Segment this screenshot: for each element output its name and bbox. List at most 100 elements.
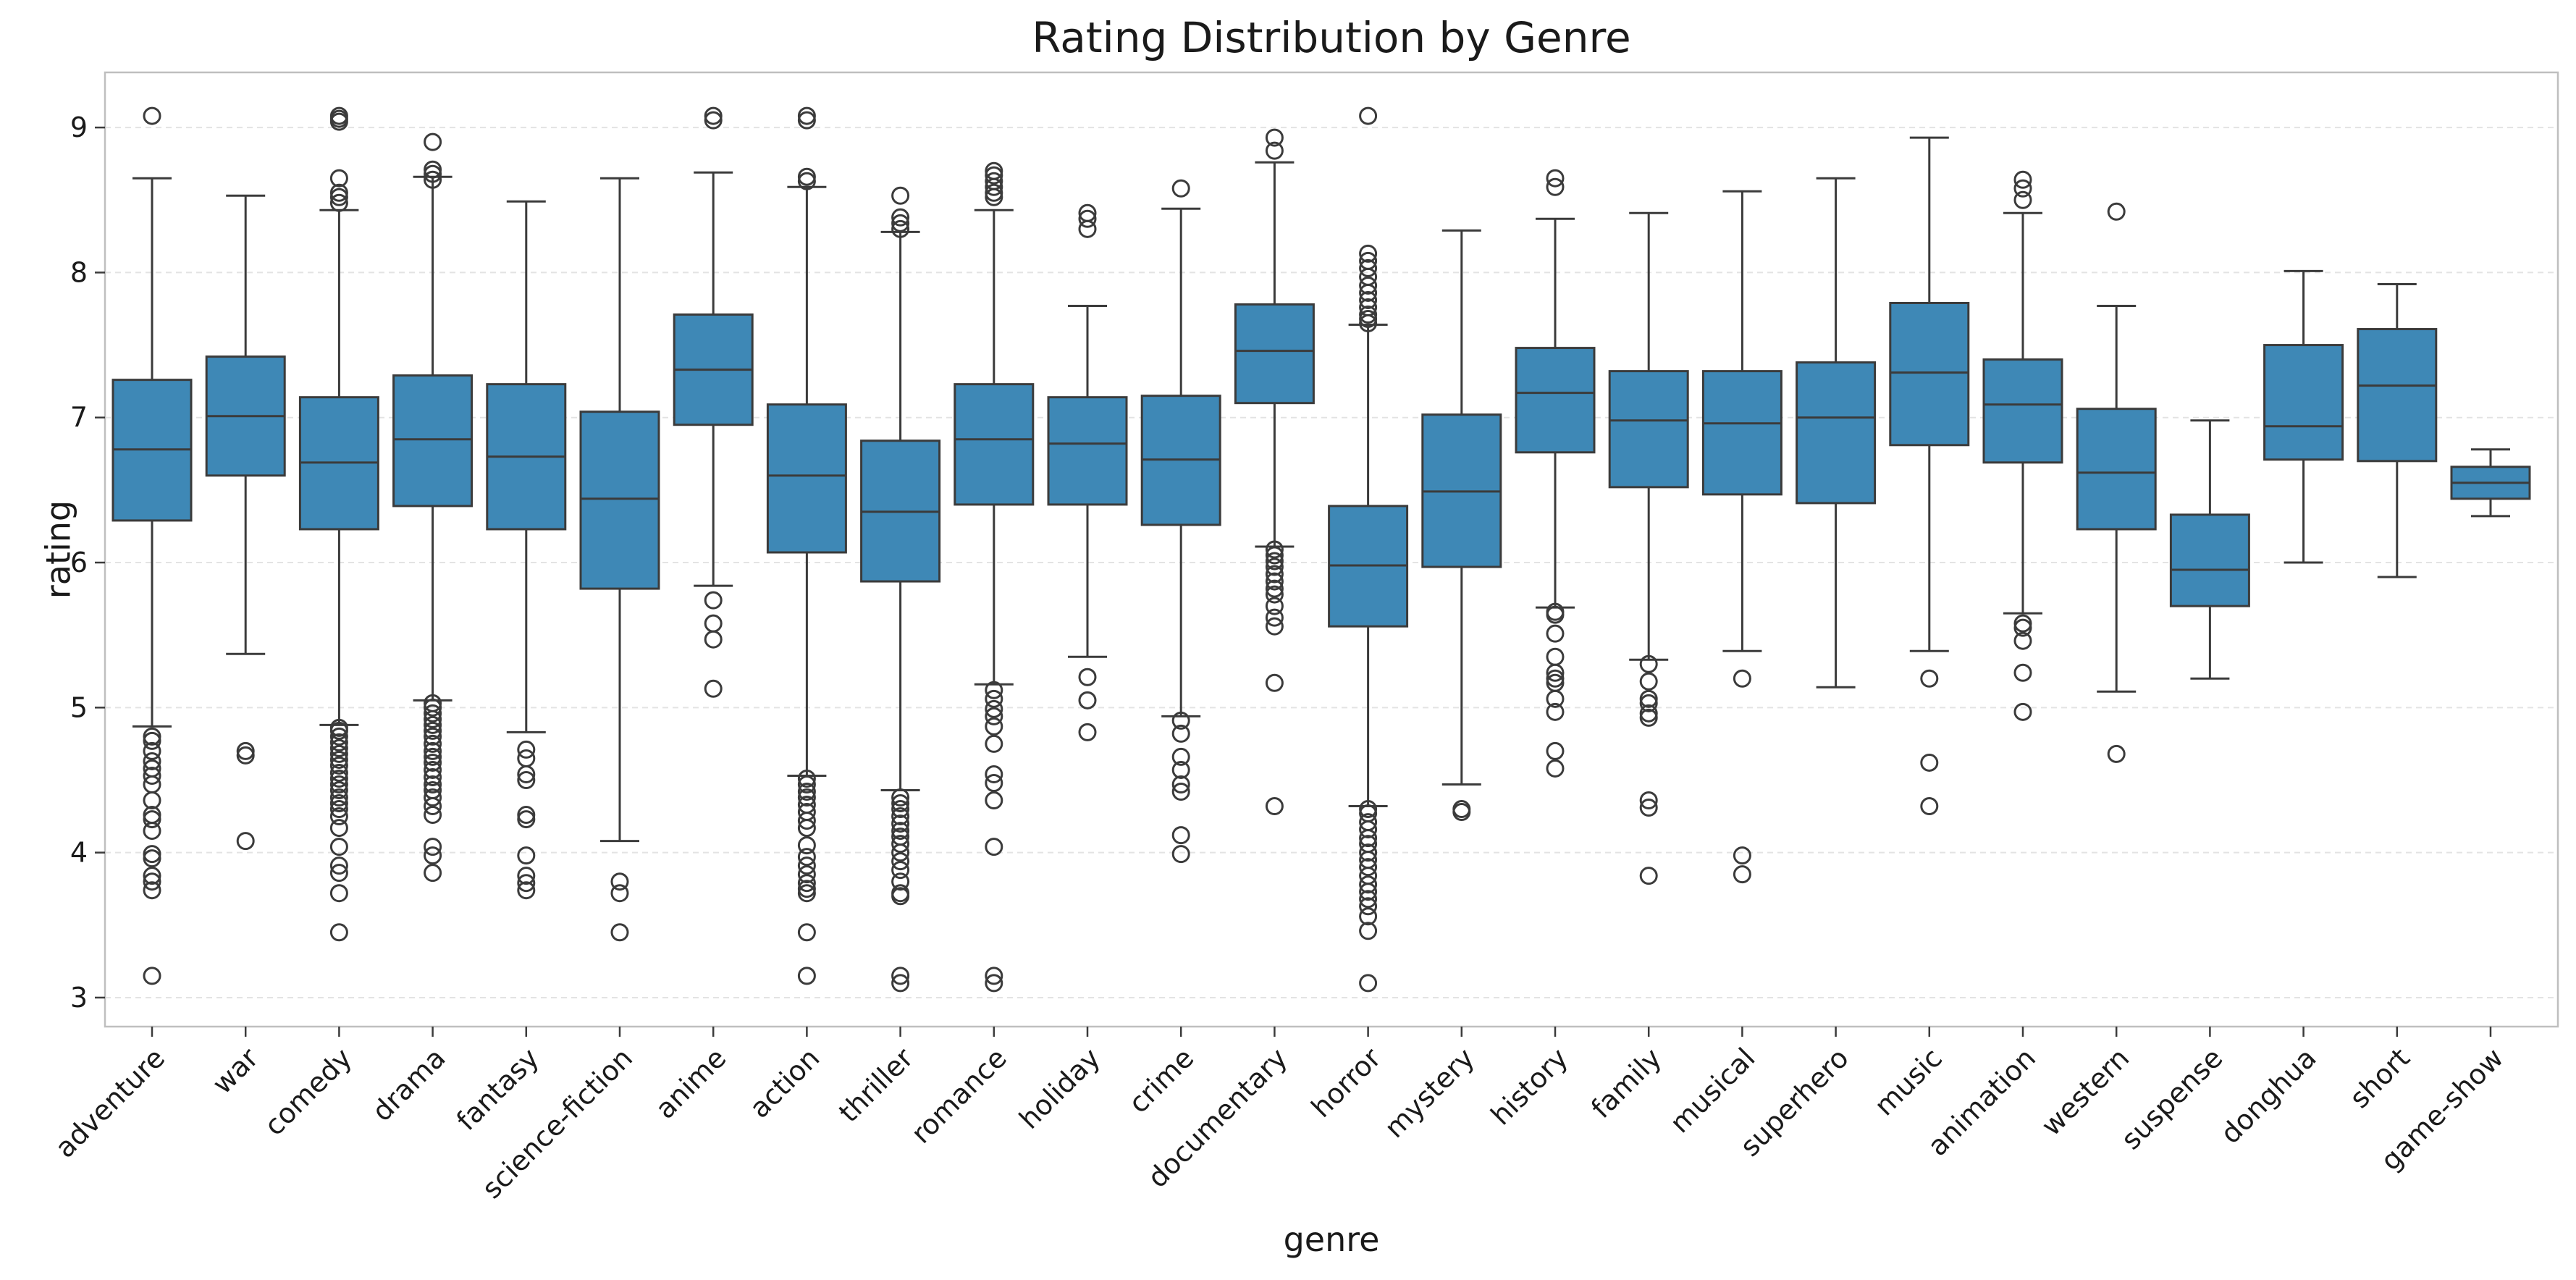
outlier-point [1546,669,1565,688]
box-holiday [1047,203,1128,741]
outlier-point [797,167,816,186]
outlier-point [1359,276,1378,295]
outlier-point [797,783,816,801]
outlier-point [1359,843,1378,862]
outlier-point [1920,797,1939,816]
outlier-point [1359,858,1378,877]
outlier-point [704,679,723,698]
iqr-box [1796,361,1877,505]
outlier-point [985,765,1003,783]
outlier-point [1265,546,1284,565]
iqr-box [1047,396,1128,506]
outlier-point [424,160,442,179]
outlier-point [1359,290,1378,309]
iqr-box [1608,370,1689,489]
outlier-point [329,856,348,875]
outlier-point [2107,202,2126,221]
box-drama [392,132,473,883]
outlier-point [797,880,816,898]
outlier-point [985,188,1003,206]
iqr-box [1982,358,2063,464]
box-action [766,106,847,985]
outlier-point [2013,190,2032,209]
plot-area-frame [104,71,2559,1028]
outlier-point [424,775,442,793]
outlier-point [329,169,348,188]
outlier-point [1078,219,1097,238]
outlier-point [985,166,1003,185]
outlier-point [985,773,1003,792]
box-donghua [2263,269,2344,564]
y-tick-label: 7 [70,402,88,434]
outlier-point [424,727,442,746]
outlier-point [1546,741,1565,760]
iqr-box [954,383,1035,506]
outlier-point [1359,820,1378,839]
outlier-point [1171,747,1190,766]
box-superhero [1796,177,1877,689]
outlier-point [424,760,442,779]
outlier-point [797,923,816,942]
outlier-point [891,794,910,813]
outlier-point [329,884,348,903]
outlier-point [1546,702,1565,721]
outlier-point [704,591,723,610]
outlier-point [891,872,910,891]
outlier-point [329,923,348,942]
outlier-point [2013,618,2032,637]
iqr-box [579,410,660,590]
outlier-point [1265,797,1284,816]
outlier-point [1078,723,1097,741]
outlier-point [424,710,442,728]
outlier-point [1546,169,1565,188]
outlier-point [797,865,816,884]
outlier-point [517,874,536,893]
outlier-point [2013,614,2032,633]
outlier-point [2013,631,2032,650]
outlier-point [329,756,348,775]
iqr-box [766,403,847,554]
outlier-point [1265,579,1284,598]
outlier-point [424,864,442,883]
outlier-point [1078,209,1097,228]
box-music [1889,136,1970,816]
outlier-point [891,214,910,232]
outlier-point [797,848,816,867]
outlier-point [1359,258,1378,277]
outlier-point [329,188,348,206]
outlier-point [1920,669,1939,688]
box-fantasy [486,200,567,900]
outlier-point [424,715,442,734]
outlier-point [797,775,816,793]
box-adventure [111,106,193,985]
outlier-point [1639,799,1658,817]
outlier-point [797,172,816,190]
x-axis-label: genre [1284,1220,1380,1259]
outlier-point [329,807,348,826]
outlier-point [1265,673,1284,692]
boxes-layer [111,106,2531,993]
outlier-point [1265,572,1284,591]
outlier-point [517,846,536,865]
outlier-point [517,740,536,759]
outlier-point [329,794,348,813]
outlier-point [517,810,536,829]
outlier-point [1265,585,1284,604]
y-axis: 3 4 5 6 7 8 9 [70,111,105,1014]
outlier-point [1265,608,1284,627]
outlier-point [985,183,1003,202]
outlier-point [1639,708,1658,727]
outlier-point [143,731,161,750]
outlier-point [329,733,348,751]
outlier-point [329,727,348,746]
outlier-point [424,806,442,825]
outlier-point [1078,691,1097,710]
outlier-point [1359,829,1378,848]
outlier-point [891,974,910,993]
outlier-point [985,734,1003,753]
outlier-point [1639,689,1658,708]
box-anime [673,106,754,698]
iqr-box [2357,328,2438,463]
y-axis-label: rating [39,500,78,599]
outlier-point [1452,803,1471,822]
